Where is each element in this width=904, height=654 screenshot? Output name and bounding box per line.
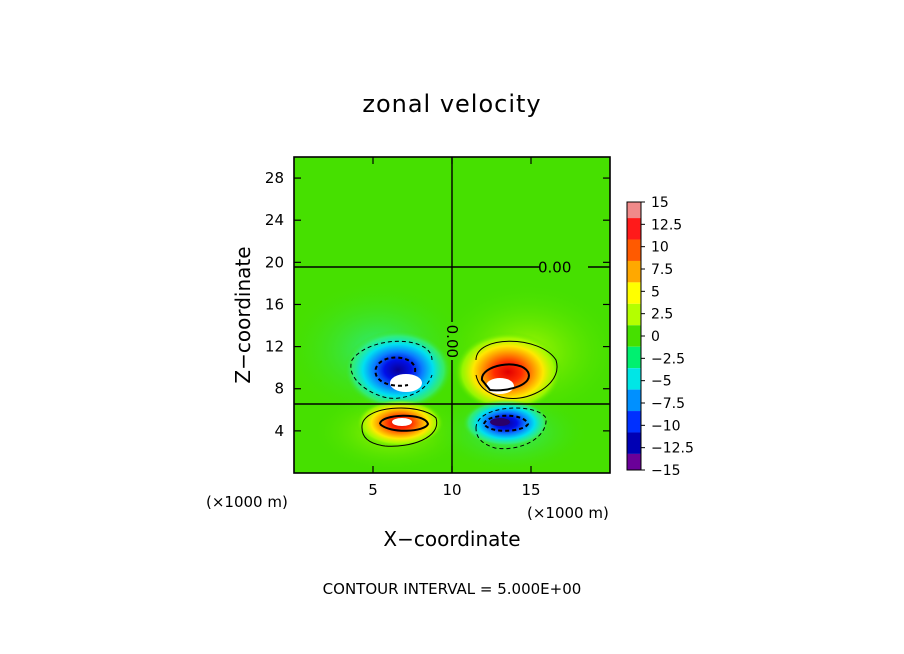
colorbar-label: 0: [651, 329, 660, 345]
field-layer: [294, 280, 610, 473]
contour-pos-10-upper-right: [481, 363, 530, 392]
contour-neg-5-upper-left: [350, 340, 433, 399]
zero-lines: [294, 157, 610, 473]
contour-neg-10-lower-right: [483, 414, 530, 432]
colorbar-swatch: [627, 239, 641, 261]
peak-red-lower: [392, 418, 412, 426]
x-unit-left: (×1000 m): [206, 493, 288, 511]
x-tick-label: 15: [521, 481, 540, 499]
colorbar-label: −2.5: [651, 351, 685, 367]
y-tick-label: 12: [265, 338, 284, 356]
colorbar-label: −12.5: [651, 441, 694, 457]
x-tick-label: 10: [442, 481, 461, 499]
x-unit-right: (×1000 m): [527, 504, 609, 522]
y-tick-label: 4: [274, 422, 284, 440]
colorbar-swatch: [627, 411, 641, 433]
colorbar: 15 12.5 10 7.5 5 2.5 0 −2.5 −5 −7.5 −10 −12.5 −15: [626, 195, 694, 479]
colorbar-swatch: [627, 260, 641, 283]
y-tick-label: 28: [265, 169, 284, 187]
contour-pos-10-lower-left: [379, 414, 430, 432]
colorbar-swatch: [627, 202, 641, 219]
contour-neg-5-lower-right: [475, 407, 547, 450]
colorbar-swatch: [627, 368, 641, 390]
contour-interval-note: CONTOUR INTERVAL = 5.000E+00: [323, 580, 582, 598]
x-axis-label: X−coordinate: [383, 527, 520, 551]
colorbar-swatch: [627, 389, 641, 412]
chart-title: zonal velocity: [362, 90, 541, 118]
colorbar-label: 10: [651, 240, 669, 256]
y-tick-label: 8: [274, 380, 284, 398]
colorbar-label: −10: [651, 418, 681, 434]
contour-neg-10-upper-left: [374, 356, 417, 387]
colorbar-swatch: [627, 453, 641, 470]
peak-red-upper: [486, 378, 514, 394]
colorbar-swatch: [627, 346, 641, 369]
colorbar-label: −5: [651, 374, 672, 390]
contour-pos-5-upper-right: [475, 340, 558, 399]
colorbar-label: 15: [651, 195, 669, 211]
contour-label: 0.00: [443, 325, 461, 358]
vortex-positive-upper: [454, 332, 562, 412]
colorbar-label: −15: [651, 463, 681, 479]
plot-area: 0.00 0.00 5 10 15 4 8 12 16 20 24 28: [265, 156, 611, 499]
x-tick-label: 5: [368, 481, 378, 499]
contour-label-layer: 0.00 0.00: [443, 259, 571, 358]
colorbar-label: 5: [651, 284, 660, 300]
colorbar-swatch: [627, 282, 641, 304]
colorbar-swatch: [627, 303, 641, 326]
colorbar-swatch: [627, 432, 641, 454]
colorbar-swatch: [627, 218, 641, 240]
y-axis-label: Z−coordinate: [231, 246, 255, 383]
peak-blue-lower: [490, 418, 510, 426]
vortex-negative-upper: [344, 330, 452, 410]
colorbar-label: 2.5: [651, 307, 673, 323]
contour-pos-5-lower-left: [361, 407, 438, 447]
y-tick-label: 16: [265, 295, 284, 313]
peak-blue-upper: [390, 374, 422, 392]
colorbar-label: −7.5: [651, 396, 685, 412]
colorbar-swatch: [627, 325, 641, 347]
tick-layer: 5 10 15 4 8 12 16 20 24 28: [265, 157, 610, 499]
colorbar-label: 12.5: [651, 217, 682, 233]
contour-label: 0.00: [538, 259, 571, 277]
y-tick-label: 20: [265, 253, 284, 271]
y-tick-label: 24: [265, 211, 284, 229]
contours: [350, 340, 558, 450]
colorbar-label: 7.5: [651, 262, 673, 278]
